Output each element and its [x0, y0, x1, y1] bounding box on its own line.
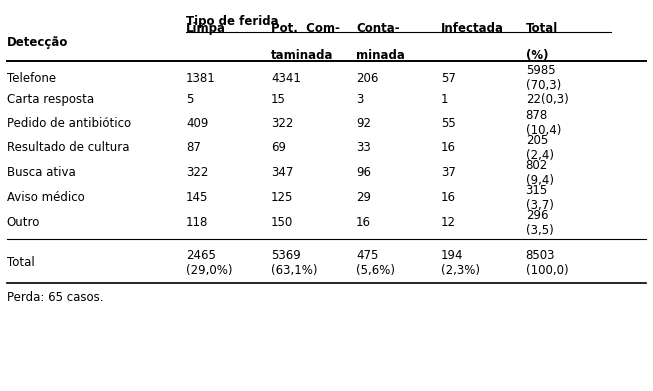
Text: 194
(2,3%): 194 (2,3%) — [441, 249, 480, 277]
Text: 92: 92 — [356, 117, 371, 130]
Text: 802
(9,4): 802 (9,4) — [526, 159, 554, 187]
Text: 5: 5 — [186, 93, 193, 106]
Text: Busca ativa: Busca ativa — [7, 166, 75, 179]
Text: Pot.  Com-: Pot. Com- — [271, 22, 340, 35]
Text: (%): (%) — [526, 49, 548, 62]
Text: Tipo de ferida: Tipo de ferida — [186, 15, 279, 28]
Text: 29: 29 — [356, 191, 371, 204]
Text: 878
(10,4): 878 (10,4) — [526, 109, 561, 137]
Text: 475
(5,6%): 475 (5,6%) — [356, 249, 395, 277]
Text: minada: minada — [356, 49, 405, 62]
Text: Telefone: Telefone — [7, 72, 56, 85]
Text: 15: 15 — [271, 93, 286, 106]
Text: 409: 409 — [186, 117, 208, 130]
Text: Conta-: Conta- — [356, 22, 400, 35]
Text: 57: 57 — [441, 72, 456, 85]
Text: 1: 1 — [441, 93, 448, 106]
Text: 16: 16 — [441, 141, 456, 154]
Text: Limpa: Limpa — [186, 22, 226, 35]
Text: 2465
(29,0%): 2465 (29,0%) — [186, 249, 232, 277]
Text: 3: 3 — [356, 93, 363, 106]
Text: 322: 322 — [271, 117, 293, 130]
Text: taminada: taminada — [271, 49, 334, 62]
Text: 37: 37 — [441, 166, 456, 179]
Text: 206: 206 — [356, 72, 378, 85]
Text: 5369
(63,1%): 5369 (63,1%) — [271, 249, 317, 277]
Text: 16: 16 — [441, 191, 456, 204]
Text: Perda: 65 casos.: Perda: 65 casos. — [7, 291, 103, 304]
Text: Outro: Outro — [7, 216, 40, 230]
Text: Carta resposta: Carta resposta — [7, 93, 93, 106]
Text: 87: 87 — [186, 141, 201, 154]
Text: 118: 118 — [186, 216, 208, 230]
Text: Total: Total — [526, 22, 558, 35]
Text: 4341: 4341 — [271, 72, 301, 85]
Text: 12: 12 — [441, 216, 456, 230]
Text: 16: 16 — [356, 216, 371, 230]
Text: 33: 33 — [356, 141, 371, 154]
Text: Infectada: Infectada — [441, 22, 503, 35]
Text: 315
(3,7): 315 (3,7) — [526, 184, 554, 212]
Text: Pedido de antibiótico: Pedido de antibiótico — [7, 117, 131, 130]
Text: 205
(2,4): 205 (2,4) — [526, 134, 554, 162]
Text: 125: 125 — [271, 191, 293, 204]
Text: Aviso médico: Aviso médico — [7, 191, 84, 204]
Text: 8503
(100,0): 8503 (100,0) — [526, 249, 568, 277]
Text: 145: 145 — [186, 191, 208, 204]
Text: 69: 69 — [271, 141, 286, 154]
Text: Detecção: Detecção — [7, 36, 68, 48]
Text: 5985
(70,3): 5985 (70,3) — [526, 64, 561, 92]
Text: 347: 347 — [271, 166, 293, 179]
Text: 22(0,3): 22(0,3) — [526, 93, 568, 106]
Text: 55: 55 — [441, 117, 456, 130]
Text: Resultado de cultura: Resultado de cultura — [7, 141, 129, 154]
Text: Total: Total — [7, 256, 34, 269]
Text: 322: 322 — [186, 166, 208, 179]
Text: 296
(3,5): 296 (3,5) — [526, 209, 553, 237]
Text: 150: 150 — [271, 216, 293, 230]
Text: 1381: 1381 — [186, 72, 216, 85]
Text: 96: 96 — [356, 166, 371, 179]
